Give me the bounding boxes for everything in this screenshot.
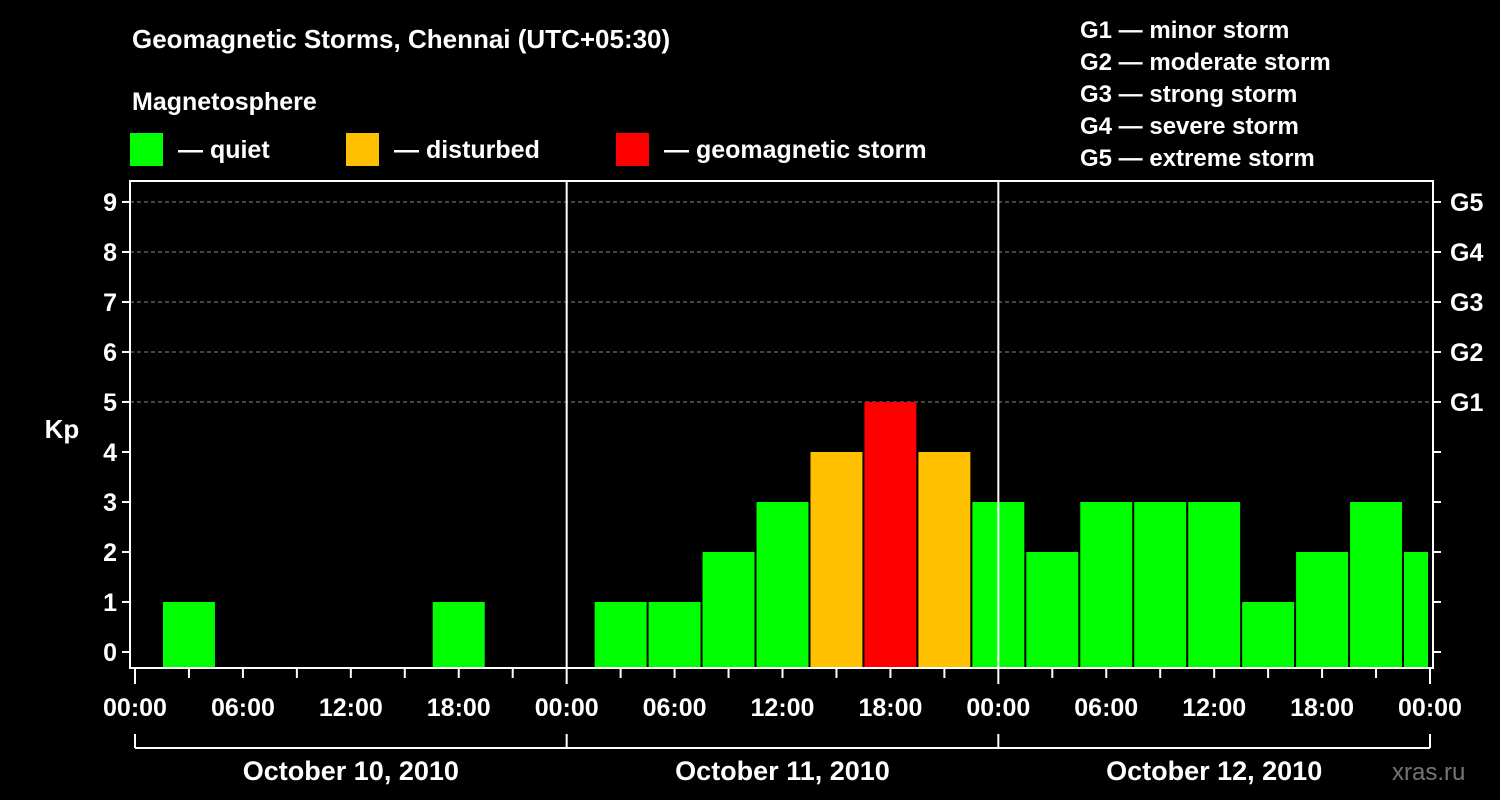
g-scale-label: G4 bbox=[1450, 239, 1483, 267]
date-label: October 11, 2010 bbox=[675, 756, 890, 786]
legend-swatch-disturbed bbox=[346, 133, 379, 166]
kp-bar bbox=[1134, 502, 1187, 668]
chart-title: Geomagnetic Storms, Chennai (UTC+05:30) bbox=[132, 24, 670, 54]
x-tick-label: 18:00 bbox=[427, 694, 491, 722]
y-tick-label: 4 bbox=[103, 439, 117, 467]
x-tick-label: 00:00 bbox=[535, 694, 599, 722]
date-label: October 12, 2010 bbox=[1106, 756, 1322, 786]
g-scale-label: G2 bbox=[1450, 339, 1483, 367]
g-scale-label: G1 bbox=[1450, 389, 1483, 417]
y-tick-label: 5 bbox=[103, 389, 117, 417]
kp-bar bbox=[918, 452, 971, 668]
legend-swatch-storm bbox=[616, 133, 649, 166]
y-axis-label: Kp bbox=[45, 414, 80, 444]
g-scale-label: G3 bbox=[1450, 289, 1483, 317]
scale-legend-g2: G2 — moderate storm bbox=[1080, 49, 1331, 76]
y-tick-label: 7 bbox=[103, 289, 117, 317]
y-tick-label: 8 bbox=[103, 239, 117, 267]
kp-bar bbox=[1242, 602, 1295, 668]
kp-bar bbox=[702, 552, 755, 668]
y-tick-label: 2 bbox=[103, 539, 117, 567]
scale-legend-g3: G3 — strong storm bbox=[1080, 81, 1297, 108]
legend-label-storm: — geomagnetic storm bbox=[664, 136, 927, 164]
x-tick-label: 06:00 bbox=[1074, 694, 1138, 722]
kp-bar bbox=[594, 602, 647, 668]
x-tick-label: 12:00 bbox=[319, 694, 383, 722]
x-tick-label: 18:00 bbox=[1290, 694, 1354, 722]
scale-legend-g4: G4 — severe storm bbox=[1080, 113, 1299, 140]
y-tick-label: 1 bbox=[103, 589, 117, 617]
legend-label-quiet: — quiet bbox=[178, 136, 270, 164]
x-tick-label: 06:00 bbox=[643, 694, 707, 722]
kp-bar bbox=[1404, 552, 1428, 668]
kp-bar bbox=[864, 402, 917, 668]
axes-layer: 0 1 2 3 4 5 6 7 8 9 G1 G2 G3 G4 G5 00:00 06:00 12:00 18:00… bbox=[103, 180, 1483, 786]
kp-bar bbox=[1350, 502, 1403, 668]
legend-swatch-quiet bbox=[130, 133, 163, 166]
kp-bar bbox=[1080, 502, 1133, 668]
scale-legend-g5: G5 — extreme storm bbox=[1080, 145, 1315, 172]
kp-bar bbox=[648, 602, 701, 668]
kp-bar bbox=[810, 452, 863, 668]
kp-bar bbox=[756, 502, 809, 668]
x-tick-label: 00:00 bbox=[1398, 694, 1462, 722]
x-tick-label: 12:00 bbox=[1182, 694, 1246, 722]
grid-layer bbox=[130, 201, 1433, 403]
y-tick-label: 9 bbox=[103, 189, 117, 217]
y-tick-label: 6 bbox=[103, 339, 117, 367]
bars-layer bbox=[162, 402, 1428, 668]
x-tick-label: 00:00 bbox=[966, 694, 1030, 722]
y-tick-label: 3 bbox=[103, 489, 117, 517]
kp-bar bbox=[162, 602, 215, 668]
kp-bar bbox=[1296, 552, 1349, 668]
g-scale-label: G5 bbox=[1450, 189, 1483, 217]
x-tick-label: 00:00 bbox=[103, 694, 167, 722]
watermark: xras.ru bbox=[1392, 759, 1465, 786]
x-tick-label: 12:00 bbox=[751, 694, 815, 722]
scale-legend-g1: G1 — minor storm bbox=[1080, 17, 1289, 44]
x-tick-label: 06:00 bbox=[211, 694, 275, 722]
x-tick-label: 18:00 bbox=[858, 694, 922, 722]
legend-heading: Magnetosphere bbox=[132, 88, 317, 116]
kp-bar bbox=[1188, 502, 1241, 668]
kp-bar bbox=[432, 602, 485, 668]
legend-label-disturbed: — disturbed bbox=[394, 136, 540, 164]
y-tick-label: 0 bbox=[103, 639, 117, 667]
date-label: October 10, 2010 bbox=[243, 756, 459, 786]
kp-bar bbox=[1026, 552, 1079, 668]
